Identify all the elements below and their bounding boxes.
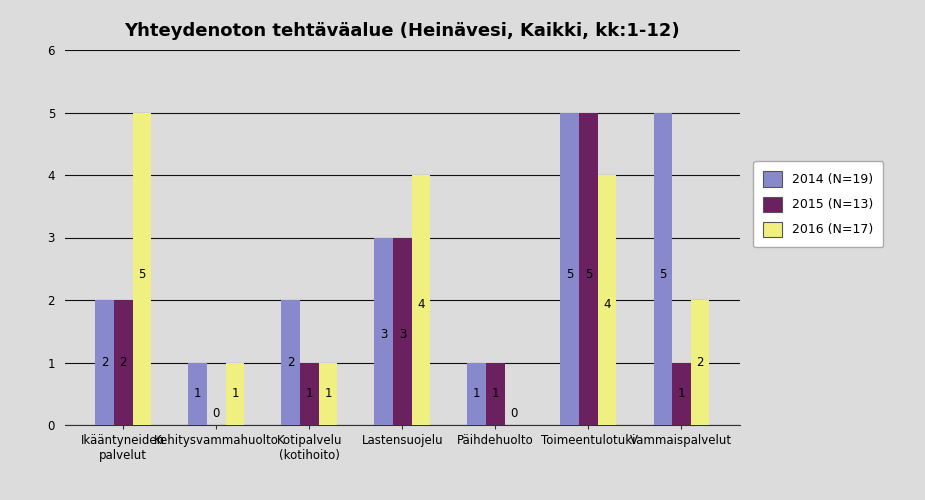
Bar [672,362,691,425]
Bar [579,112,598,425]
Text: 0: 0 [213,407,220,420]
Bar [561,112,579,425]
Text: 2: 2 [119,356,127,369]
Text: 0: 0 [511,407,518,420]
Bar [114,300,132,425]
Bar [467,362,486,425]
Bar [226,362,244,425]
Text: 2: 2 [101,356,108,369]
Bar [319,362,338,425]
Bar [300,362,319,425]
Text: 1: 1 [325,387,332,400]
Text: 5: 5 [138,268,145,281]
Bar [412,175,430,425]
Text: 2: 2 [697,356,704,369]
Bar [393,238,412,425]
Text: 1: 1 [194,387,202,400]
Bar [189,362,207,425]
Text: 1: 1 [473,387,480,400]
Bar [486,362,505,425]
Bar [132,112,152,425]
Text: 1: 1 [678,387,685,400]
Text: 5: 5 [660,268,667,281]
Text: 1: 1 [231,387,239,400]
Text: 4: 4 [417,298,425,312]
Bar [653,112,672,425]
Text: 5: 5 [585,268,592,281]
Text: 4: 4 [603,298,610,312]
Text: 2: 2 [287,356,294,369]
Legend: 2014 (N=19), 2015 (N=13), 2016 (N=17): 2014 (N=19), 2015 (N=13), 2016 (N=17) [753,161,883,247]
Bar [375,238,393,425]
Text: 1: 1 [305,387,314,400]
Bar [598,175,616,425]
Text: 5: 5 [566,268,574,281]
Bar [95,300,114,425]
Bar [691,300,709,425]
Text: 1: 1 [491,387,500,400]
Title: Yhteydenoton tehtäväalue (Heinävesi, Kaikki, kk:1-12): Yhteydenoton tehtäväalue (Heinävesi, Kai… [125,22,680,40]
Text: 3: 3 [399,328,406,342]
Text: 3: 3 [380,328,388,342]
Bar [281,300,300,425]
